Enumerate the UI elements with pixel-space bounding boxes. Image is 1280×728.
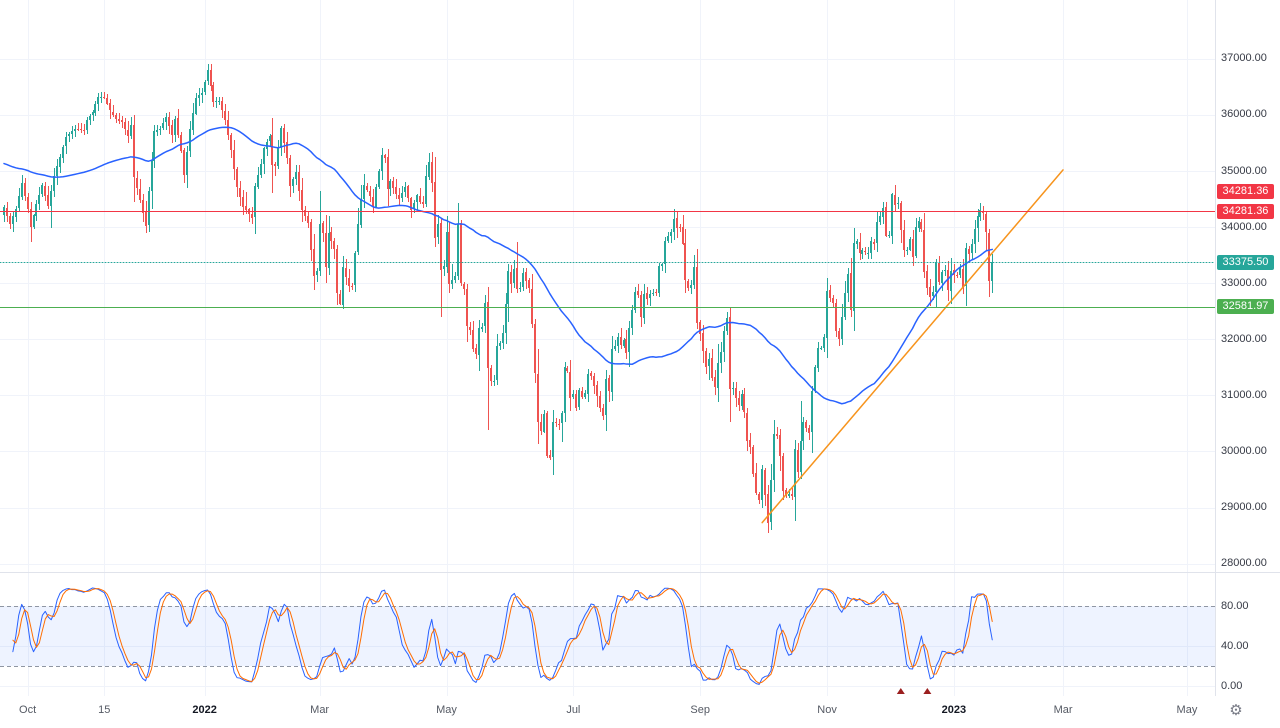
- time-tick-label: May: [436, 704, 457, 716]
- time-tick-label: Sep: [690, 704, 710, 716]
- price-tick-label: 36000.00: [1221, 108, 1267, 121]
- time-tick-label: 15: [98, 704, 111, 716]
- indicator-tick-label: 80.00: [1221, 599, 1249, 612]
- time-tick-label: Jul: [566, 704, 581, 716]
- price-tick-label: 37000.00: [1221, 52, 1267, 65]
- time-tick-label: Nov: [817, 704, 837, 716]
- price-tick-label: 32000.00: [1221, 332, 1267, 345]
- price-line-label[interactable]: 34281.36: [1217, 203, 1274, 219]
- price-tick-label: 31000.00: [1221, 388, 1267, 401]
- time-tick-label: Mar: [1053, 704, 1073, 716]
- pane-separator[interactable]: [0, 570, 1215, 576]
- price-tick-label: 35000.00: [1221, 164, 1267, 177]
- price-scale[interactable]: 37000.00 36000.00 35000.00 34000.00 33000.00…: [1215, 0, 1280, 696]
- price-tick-label: 34000.00: [1221, 220, 1267, 233]
- price-tick-label: 29000.00: [1221, 501, 1267, 513]
- time-scale[interactable]: Oct 15 2022 Mar May Jul Sep Nov 2023 Mar May: [0, 696, 1280, 728]
- time-tick-label: 2023: [941, 704, 967, 716]
- price-line-label[interactable]: 33375.50: [1217, 254, 1274, 270]
- price-line-label[interactable]: 34281.36: [1217, 184, 1274, 200]
- time-tick-label: Mar: [310, 704, 330, 716]
- indicator-tick-label: 40.00: [1221, 639, 1249, 652]
- time-tick-label: Oct: [19, 704, 37, 716]
- time-tick-label: 2022: [192, 704, 217, 716]
- price-tick-label: 28000.00: [1221, 557, 1267, 570]
- indicator-tick-label: 0.00: [1221, 679, 1243, 692]
- time-tick-label: May: [1176, 704, 1198, 716]
- price-line-label[interactable]: 32581.97: [1217, 299, 1274, 315]
- price-tick-label: 30000.00: [1221, 444, 1267, 457]
- settings-gear-icon[interactable]: ⚙: [1229, 702, 1243, 719]
- price-tick-label: 33000.00: [1221, 276, 1267, 289]
